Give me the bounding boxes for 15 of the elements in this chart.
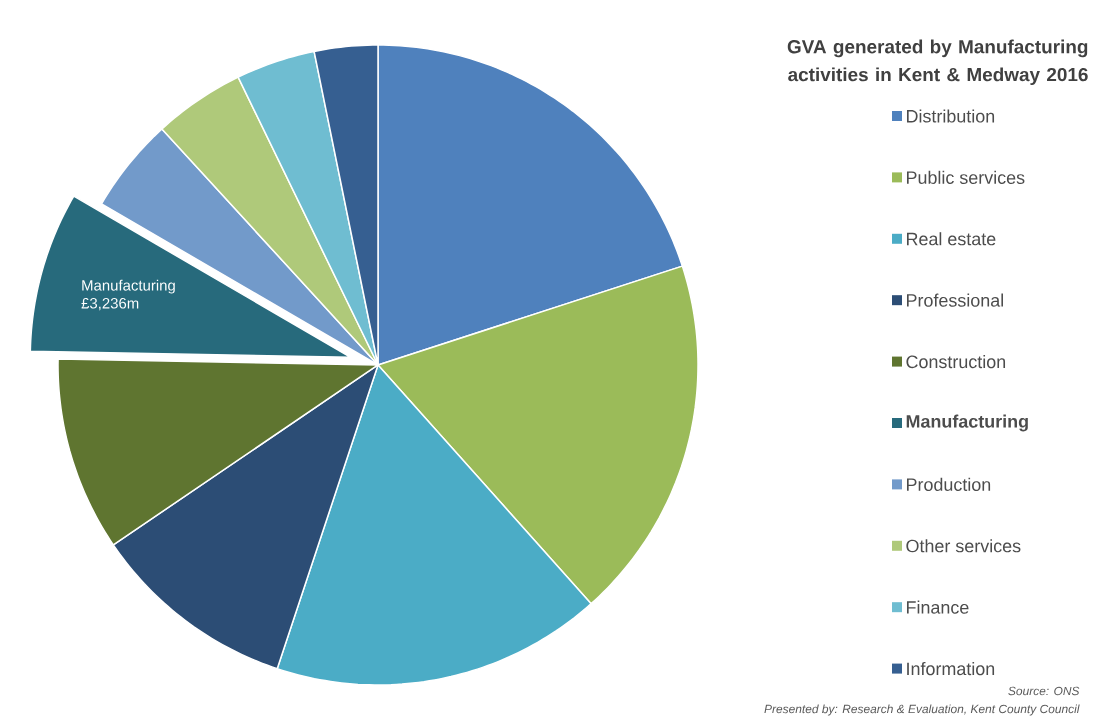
legend-label: Construction [906,355,1006,369]
legend-label: Manufacturing [906,414,1028,432]
legend-label: Production [906,477,991,491]
legend-label: Distribution [906,109,995,123]
chart-title: GVA generated by Manufacturing activities in Kent & Medway 2016 [787,39,1088,86]
legend-label: Professional [906,293,1003,307]
source-note: Source: ONS [1008,686,1080,696]
legend-label: Other services [906,539,1021,553]
text: Presented by: Research & Evaluation, Kent County Council [764,704,1080,716]
legend-label: Public services [906,170,1025,184]
text: £3,236m [81,298,139,311]
slice-label: Manufacturing [82,279,175,294]
legend-label: Real estate [906,232,996,246]
legend-label: Finance [906,600,969,614]
legend-label: Information [907,661,995,676]
